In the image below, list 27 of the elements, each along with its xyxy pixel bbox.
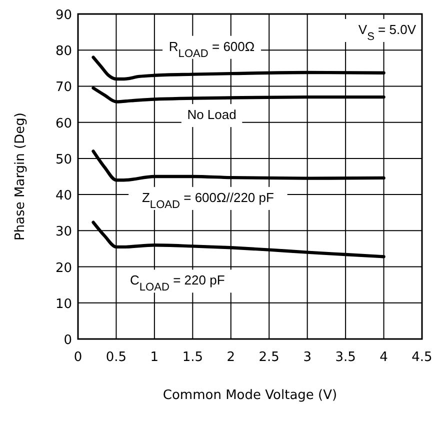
x-tick-label: 0.5: [106, 350, 127, 365]
y-tick-label: 30: [55, 224, 72, 240]
annotation: V$_{S}$ = 5.0V: [358, 22, 416, 43]
x-tick-label: 1: [150, 350, 159, 365]
x-axis-title: Common Mode Voltage (V): [162, 388, 338, 403]
x-tick-label: 2.5: [258, 350, 280, 365]
y-axis-title: Phase Margin (Deg): [13, 112, 28, 240]
series-label: No Load: [187, 107, 236, 122]
y-tick-label: 20: [55, 260, 72, 276]
y-tick-label: 50: [55, 152, 72, 168]
series-label: C$_{LOAD}$ = 220 pF: [130, 272, 225, 294]
y-tick-label: 70: [55, 80, 72, 96]
y-tick-label: 0: [64, 333, 72, 348]
y-tick-label: 90: [55, 8, 72, 23]
y-tick-label: 40: [55, 188, 72, 204]
y-tick-label: 80: [55, 44, 72, 60]
x-tick-label: 1.5: [182, 350, 204, 365]
x-tick-label: 4: [380, 350, 388, 365]
series-label: Z$_{LOAD}$ = 600Ω//220 pF: [142, 190, 274, 211]
y-tick-label: 60: [55, 116, 72, 132]
y-tick-label: 10: [55, 296, 72, 312]
x-tick-label: 0: [74, 350, 82, 365]
series-label: R$_{LOAD}$ = 600Ω: [168, 38, 255, 60]
x-tick-label: 2: [226, 350, 236, 365]
x-tick-label: 3: [303, 350, 312, 365]
x-tick-label: 4.5: [412, 350, 432, 365]
x-tick-label: 3.5: [335, 350, 356, 365]
